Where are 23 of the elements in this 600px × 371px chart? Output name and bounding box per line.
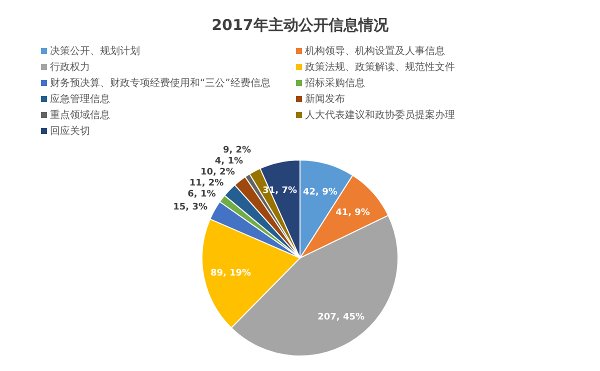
data-label: 9, 2%	[222, 146, 252, 156]
legend-label: 政策法规、政策解读、规范性文件	[305, 61, 455, 73]
legend-label: 财务预决算、财政专项经费使用和“三公”经费信息	[50, 77, 270, 89]
legend-label: 行政权力	[50, 61, 90, 73]
legend-label: 重点领域信息	[50, 109, 110, 121]
chart-title: 2017年主动公开信息情况	[212, 16, 390, 34]
data-label: 10, 2%	[200, 168, 235, 178]
legend-label: 回应关切	[50, 125, 90, 137]
data-label: 11, 2%	[189, 178, 224, 189]
legend-label: 机构领导、机构设置及人事信息	[305, 45, 445, 57]
data-label: 42, 9%	[303, 187, 338, 198]
data-label: 6, 1%	[188, 190, 216, 200]
legend-label: 招标采购信息	[304, 77, 365, 89]
legend-label: 决策公开、规划计划	[50, 45, 140, 57]
data-label: 4, 1%	[214, 156, 244, 167]
data-label: 89, 19%	[210, 268, 252, 278]
data-label: 41, 9%	[336, 208, 370, 218]
data-label: 15, 3%	[173, 202, 208, 212]
data-label: 31, 7%	[262, 186, 297, 196]
data-label: 207, 45%	[318, 312, 365, 322]
legend-label: 应急管理信息	[50, 93, 110, 105]
legend-label: 新闻发布	[305, 93, 345, 105]
legend-label: 人大代表建议和政协委员提案办理	[305, 109, 455, 121]
